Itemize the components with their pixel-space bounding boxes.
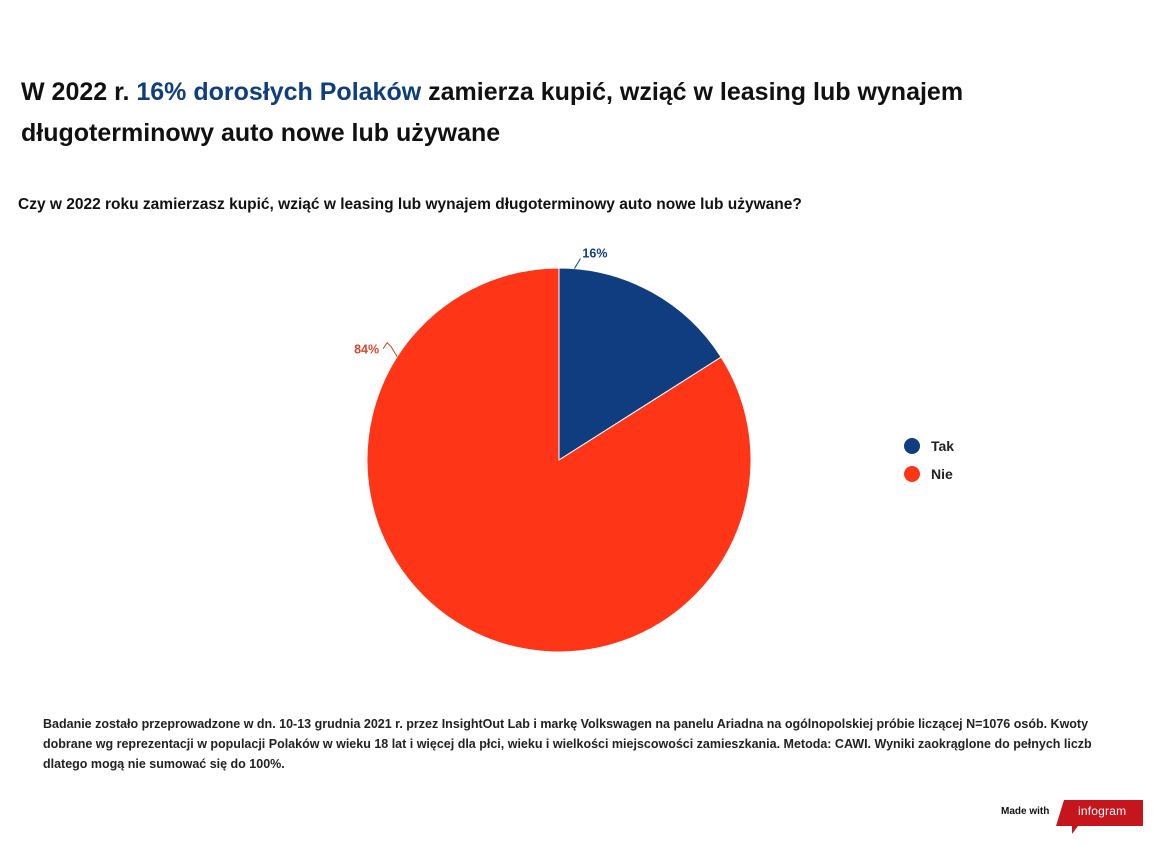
pie-leader-lines — [382, 258, 581, 357]
data-label-tak: 16% — [582, 247, 607, 261]
legend-label-nie: Nie — [931, 466, 953, 482]
infogram-logo[interactable] — [1056, 800, 1143, 834]
legend-swatch-nie — [904, 466, 920, 482]
chart-question: Czy w 2022 roku zamierzasz kupić, wziąć … — [18, 196, 802, 213]
leader-line-tak — [573, 258, 581, 269]
pie-slices — [366, 267, 752, 653]
data-label-nie: 84% — [354, 343, 379, 357]
chart-legend: Tak Nie — [904, 436, 954, 492]
headline-part1: W 2022 r. — [21, 78, 137, 106]
headline: W 2022 r. 16% dorosłych Polaków zamierza… — [21, 72, 1101, 154]
legend-label-tak: Tak — [931, 438, 955, 454]
legend-item-tak[interactable]: Tak — [904, 436, 954, 456]
legend-swatch-tak — [904, 438, 920, 454]
leader-line-nie — [382, 341, 398, 357]
footnote: Badanie zostało przeprowadzone w dn. 10-… — [43, 717, 1092, 771]
legend-item-nie[interactable]: Nie — [904, 464, 954, 484]
pie-slice-nie[interactable] — [366, 267, 752, 653]
infogram-logo-text: infogram — [1078, 804, 1127, 818]
made-with-text: Made with — [1001, 806, 1050, 817]
pie-slice-tak[interactable] — [558, 267, 722, 461]
headline-highlight: 16% dorosłych Polaków — [136, 78, 422, 106]
pie-data-labels: 16% 84% — [354, 247, 607, 357]
headline-part2: zamierza kupić, wziąć w leasing lub wyna… — [21, 78, 964, 147]
